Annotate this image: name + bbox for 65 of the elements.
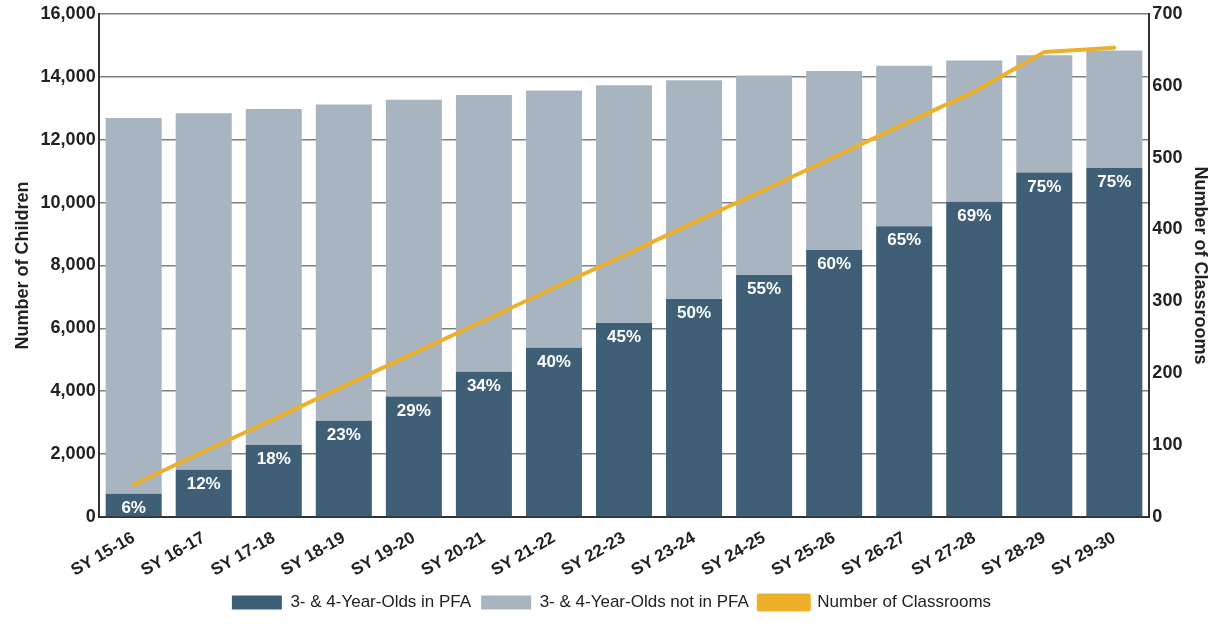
bar [455, 371, 512, 517]
annotation: 69% [957, 205, 992, 225]
bar [455, 95, 512, 372]
annotation: 45% [607, 327, 642, 347]
legend-label: 3- & 4-Year-Olds not in PFA [539, 592, 750, 612]
y-axis-title: Number of Children [11, 181, 32, 350]
bar [1086, 168, 1143, 517]
annotation: 40% [536, 351, 571, 371]
y-tick-label: 8,000 [50, 254, 96, 275]
bar [385, 99, 442, 397]
bar [946, 201, 1003, 517]
bar [105, 118, 162, 494]
y-tick-label: 2,000 [50, 443, 96, 463]
bar [385, 396, 442, 517]
bar [175, 113, 232, 470]
annotation: 12% [186, 473, 221, 493]
bar [666, 80, 723, 300]
bar [876, 65, 933, 227]
y2-tick-label: 400 [1152, 218, 1183, 239]
y2-tick-label: 300 [1152, 290, 1183, 311]
y2-tick-label: 600 [1152, 74, 1183, 95]
bar [876, 226, 933, 517]
y2-tick-label: 200 [1152, 362, 1183, 383]
bar [245, 108, 302, 445]
bar [736, 274, 793, 517]
y2-tick-label: 500 [1152, 146, 1183, 167]
y-tick-label: 16,000 [40, 2, 96, 23]
bar [315, 420, 372, 517]
bar [245, 444, 302, 517]
y2-tick-label: 100 [1152, 434, 1183, 455]
bar [525, 90, 582, 348]
bar [1016, 172, 1073, 517]
bar [946, 60, 1003, 202]
y-tick-label: 14,000 [40, 65, 96, 86]
bar [525, 347, 582, 517]
y2-tick-label: 0 [1152, 505, 1163, 526]
annotation: 55% [747, 279, 782, 299]
bar [595, 85, 653, 323]
bar [806, 250, 863, 517]
bar [1086, 50, 1143, 169]
y2-axis-title: Number of Classrooms [1191, 166, 1212, 365]
annotation: 6% [121, 497, 146, 517]
annotation: 60% [817, 254, 852, 274]
y-tick-label: 12,000 [40, 128, 96, 149]
bar [806, 70, 863, 251]
legend-label: 3- & 4-Year-Olds in PFA [290, 592, 472, 612]
bar [736, 75, 793, 275]
bar [595, 322, 653, 517]
bar [666, 299, 723, 517]
annotation: 75% [1027, 176, 1062, 196]
annotation: 65% [887, 230, 922, 250]
y-tick-label: 0 [85, 505, 96, 526]
y-tick-label: 10,000 [40, 191, 96, 212]
annotation: 34% [466, 375, 501, 395]
annotation: 18% [256, 449, 291, 469]
annotation: 50% [677, 303, 712, 323]
annotation: 75% [1097, 172, 1132, 192]
y-tick-label: 4,000 [50, 380, 96, 401]
y2-tick-label: 700 [1152, 2, 1183, 23]
bar [1016, 55, 1073, 173]
annotation: 29% [396, 400, 431, 420]
legend-label: Number of Classrooms [817, 592, 992, 612]
y-tick-label: 6,000 [50, 317, 96, 338]
bar [315, 104, 372, 421]
annotation: 23% [326, 424, 361, 444]
